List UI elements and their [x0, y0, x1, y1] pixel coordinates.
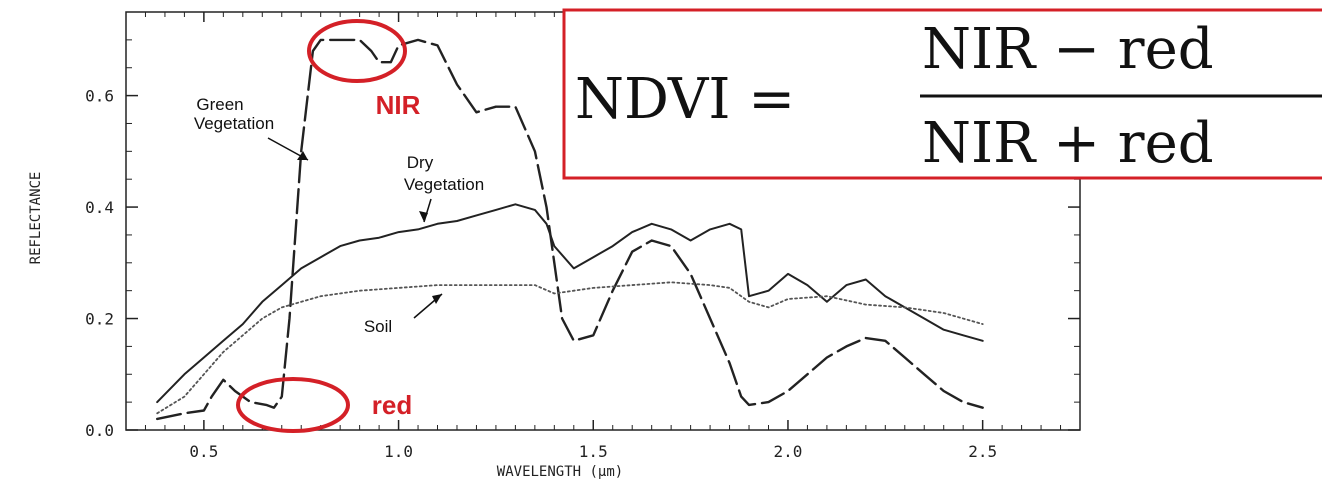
formula-denominator: NIR + red	[922, 111, 1214, 176]
y-axis-title: REFLECTANCE	[28, 172, 44, 265]
x-tick-label: 2.0	[774, 442, 803, 461]
soil-arrowhead	[432, 294, 442, 304]
x-axis-title: WAVELENGTH (µm)	[497, 464, 623, 480]
dry-vegetation-label-line2: Vegetation	[404, 175, 484, 194]
nir-label: NIR	[376, 90, 421, 120]
formula-box-border	[562, 8, 1322, 180]
y-tick-label: 0.4	[85, 198, 114, 217]
formula-numerator: NIR − red	[922, 17, 1214, 82]
soil-label: Soil	[364, 317, 392, 336]
green-vegetation-arrowhead	[297, 151, 308, 160]
y-tick-label: 0.2	[85, 310, 114, 329]
formula-lhs: NDVI =	[575, 67, 795, 132]
series-line-soil	[156, 281, 984, 415]
series-line-green-vegetation	[156, 38, 984, 421]
y-tick-label: 0.0	[85, 421, 114, 440]
series-layer	[156, 38, 984, 421]
ndvi-formula-box: NDVI = NIR − red NIR + red	[562, 8, 1322, 180]
green-vegetation-label-line1: Green	[196, 95, 243, 114]
dry-vegetation-label-line1: Dry	[407, 153, 434, 172]
x-tick-label: 1.0	[384, 442, 413, 461]
dry-vegetation-arrowhead	[419, 211, 428, 222]
red-highlight-circle	[236, 377, 350, 433]
series-line-dry-vegetation	[156, 203, 984, 404]
red-label: red	[372, 390, 412, 420]
x-tick-label: 0.5	[189, 442, 218, 461]
y-tick-label: 0.6	[85, 87, 114, 106]
nir-highlight-circle	[307, 19, 407, 83]
x-tick-label: 2.5	[968, 442, 997, 461]
green-vegetation-label-line2: Vegetation	[194, 114, 274, 133]
x-tick-label: 1.5	[579, 442, 608, 461]
